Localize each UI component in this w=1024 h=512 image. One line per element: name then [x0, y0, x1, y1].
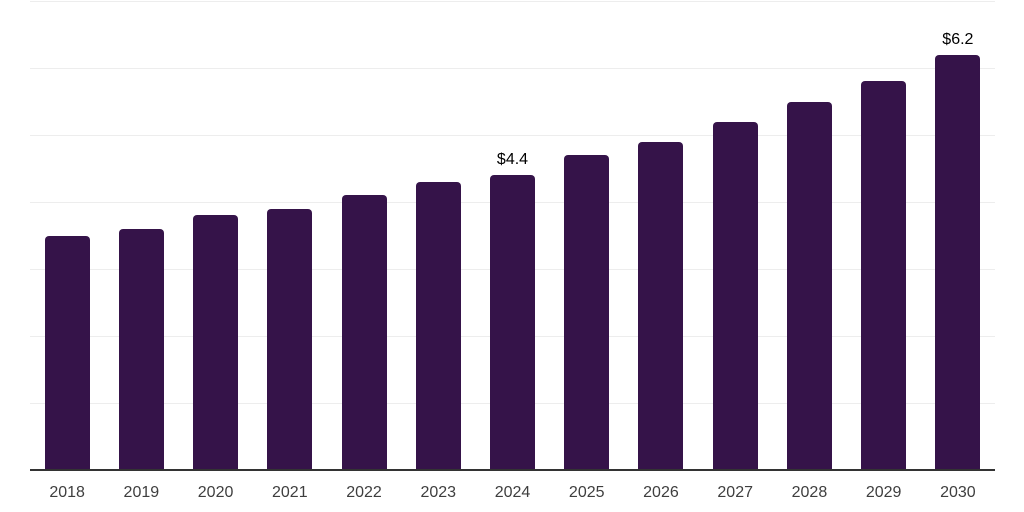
bar-2023	[415, 181, 461, 470]
x-tick-label-2027: 2027	[717, 484, 753, 501]
x-tick-label-2030: 2030	[940, 484, 976, 501]
bar-2026	[638, 141, 684, 470]
bar-2019	[118, 228, 164, 470]
gridline	[30, 135, 995, 136]
x-tick-label-2029: 2029	[865, 484, 902, 501]
bar-value-label-2024: $4.4	[496, 151, 529, 169]
bar-value-label-2030: $6.2	[942, 30, 974, 48]
x-tick-label-2026: 2026	[643, 484, 679, 501]
x-tick-label-2020: 2020	[197, 484, 234, 501]
x-tick-label-2023: 2023	[420, 484, 457, 501]
x-tick-label-2018: 2018	[49, 484, 85, 501]
bar-2021	[267, 208, 313, 470]
x-tick-label-2028: 2028	[791, 484, 828, 501]
bar-2024	[490, 175, 535, 470]
bar-2030	[935, 54, 981, 470]
x-axis-line	[30, 469, 995, 471]
x-tick-label-2021: 2021	[272, 484, 308, 501]
bar-2027	[712, 121, 758, 470]
bar-2028	[786, 101, 832, 470]
bar-2029	[861, 81, 907, 470]
x-tick-label-2024: 2024	[494, 484, 531, 501]
x-tick-label-2025: 2025	[568, 484, 605, 501]
gridline	[30, 1, 995, 2]
bar-2020	[193, 215, 239, 470]
bar-2025	[564, 155, 610, 470]
bar-2018	[44, 235, 90, 470]
gridline	[30, 68, 995, 69]
x-tick-label-2019: 2019	[123, 484, 160, 501]
bar-2022	[341, 195, 387, 470]
x-tick-label-2022: 2022	[346, 484, 382, 501]
